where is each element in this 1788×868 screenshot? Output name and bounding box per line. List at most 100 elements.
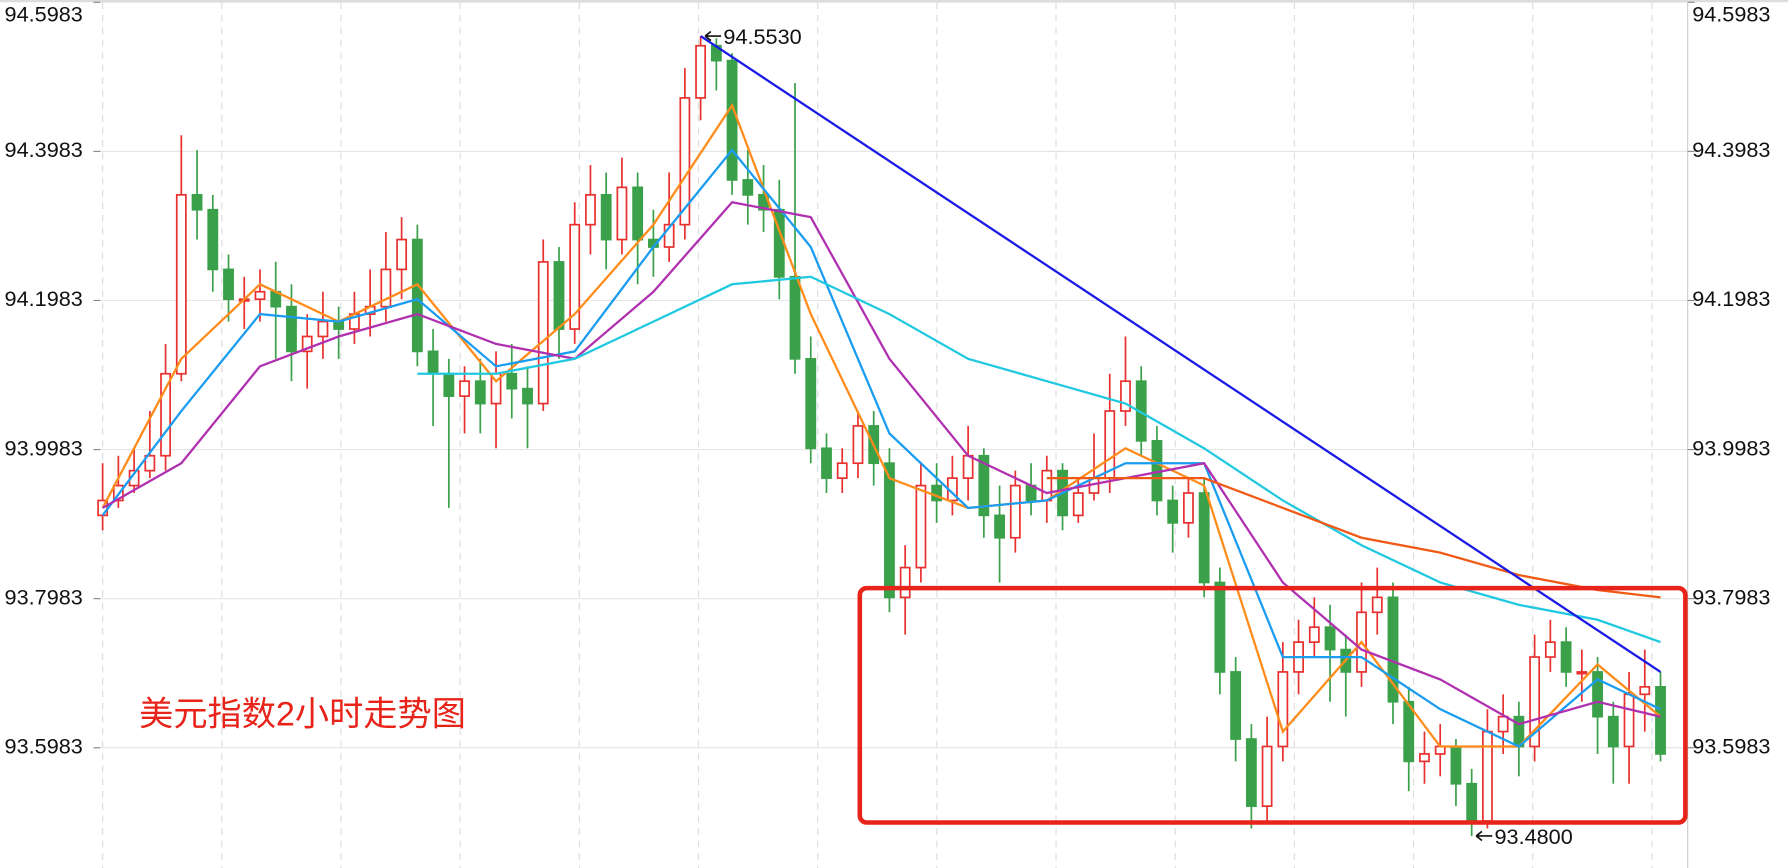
chart-title: 美元指数2小时走势图 (139, 696, 466, 734)
candle-body (821, 447, 832, 479)
candle-body (1481, 730, 1493, 822)
y-tick-label: 93.7983 (5, 584, 83, 609)
candle-body (899, 566, 911, 599)
candle-body (223, 268, 234, 301)
ma-line (101, 102, 1662, 748)
candle-body (915, 484, 927, 569)
candle-body (207, 208, 219, 271)
candle-body (994, 514, 1006, 539)
annotation-label: 94.5530 (723, 24, 801, 49)
candle-body (1324, 626, 1336, 651)
candle-body (1308, 626, 1320, 643)
candle-body (286, 305, 297, 353)
candle-body (175, 193, 187, 375)
candle-body (1183, 492, 1194, 524)
highlight-box (857, 585, 1688, 825)
candle-body (1072, 492, 1084, 517)
y-tick-label: 93.5983 (5, 733, 83, 758)
candle-body (1261, 745, 1273, 807)
y-tick-label: 94.1983 (5, 286, 83, 311)
candle-body (1655, 685, 1666, 755)
candle-body (522, 387, 533, 405)
candle-body (789, 275, 801, 360)
candle-body (600, 193, 612, 241)
candle-body (1592, 671, 1603, 718)
annotation-arrow (1475, 830, 1493, 842)
y-tick-label-right: 94.5983 (1692, 2, 1770, 27)
candle-body (1529, 656, 1541, 748)
candle-body (962, 454, 974, 479)
y-tick-label-right: 94.1983 (1692, 286, 1770, 311)
candle-body (663, 223, 675, 248)
candle-body (978, 454, 990, 517)
candle-body (160, 372, 171, 457)
candle-body (1544, 641, 1556, 658)
candle-body (427, 350, 439, 375)
candle-body (301, 335, 313, 353)
candle-body (459, 380, 470, 397)
candle-body (805, 357, 817, 450)
candle-body (1450, 745, 1462, 785)
candle-body (1419, 753, 1430, 763)
y-tick-label-right: 93.7983 (1692, 584, 1770, 609)
candle-body (1041, 469, 1053, 502)
candle-body (317, 320, 329, 338)
candle-body (1639, 685, 1651, 696)
candle-body (1167, 499, 1179, 524)
candle-body (443, 372, 455, 397)
candle-body (569, 223, 581, 330)
candle-body (396, 238, 408, 271)
candle-body (537, 261, 549, 405)
candle-body (1120, 380, 1131, 412)
candle-body (1214, 581, 1226, 673)
candle-body (931, 484, 943, 502)
trend-line (699, 35, 1662, 673)
y-tick-label: 94.5983 (5, 2, 83, 27)
ma-line (101, 148, 1662, 748)
candle-body (254, 290, 266, 301)
candle-body (1466, 782, 1478, 822)
candle-body (1576, 671, 1588, 675)
candle-body (695, 44, 707, 99)
candle-body (1277, 671, 1289, 748)
y-tick-label: 94.3983 (5, 137, 83, 162)
candle-body (884, 462, 895, 599)
candle-body (191, 193, 203, 211)
y-tick-label: 93.9983 (5, 435, 83, 460)
candle-body (1387, 596, 1399, 703)
candle-body (742, 179, 754, 196)
ma-line (1046, 477, 1661, 599)
candle-body (1009, 484, 1021, 539)
grid: 93.5983 93.5983 93.7983 93.7983 93.9983 93.99… (5, 2, 1770, 868)
candle-body (1198, 492, 1210, 584)
annotation-arrow (704, 30, 722, 42)
candle-body (1497, 715, 1509, 733)
y-tick-label-right: 94.3983 (1692, 137, 1770, 162)
candle-body (553, 261, 565, 330)
candle-body (632, 186, 644, 241)
candle-body (679, 97, 691, 226)
marks: 94.5530 93.4800 (97, 24, 1666, 849)
candle-body (1230, 671, 1242, 740)
candle-body (1403, 700, 1415, 763)
candle-body (836, 462, 848, 479)
candle-body (616, 186, 628, 241)
candle-body (852, 425, 864, 465)
candle-body (506, 372, 518, 390)
candle-body (144, 454, 156, 472)
candle-body (1371, 596, 1383, 614)
candle-body (474, 380, 486, 405)
ma-line (102, 201, 1661, 726)
candle-body (585, 193, 596, 226)
candle-body (411, 238, 423, 353)
y-tick-label-right: 93.9983 (1692, 435, 1770, 460)
candle-body (380, 268, 392, 308)
y-tick-label-right: 93.5983 (1692, 733, 1770, 758)
candle-body (1623, 693, 1635, 748)
candle-body (1245, 738, 1257, 807)
candle-body (726, 59, 738, 181)
annotation-label: 93.4800 (1494, 824, 1572, 849)
candle-body (1607, 715, 1619, 748)
